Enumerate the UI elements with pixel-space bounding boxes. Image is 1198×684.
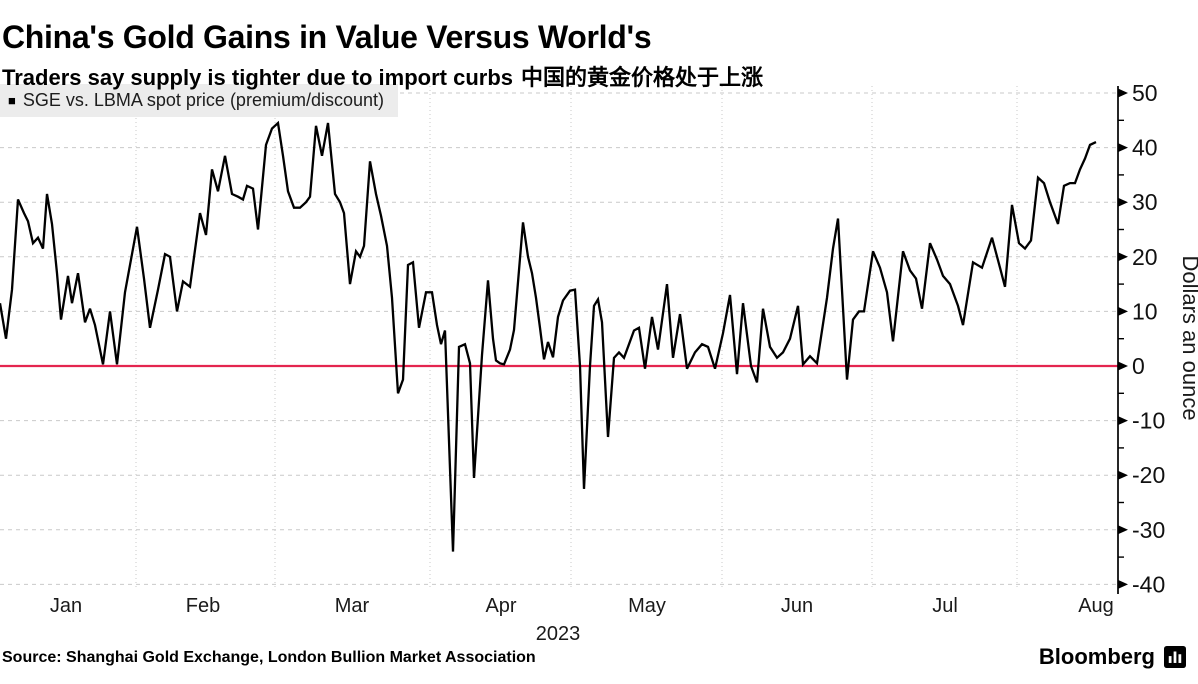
x-tick-label: Jan [50,595,82,617]
x-tick-label: Aug [1078,595,1114,617]
x-tick-label: Jun [781,595,813,617]
x-tick-label: May [628,595,666,617]
y-tick-arrow [1118,197,1128,207]
series-sge-lbma-premium [0,120,1097,552]
y-tick-arrow [1118,416,1128,426]
page-title: China's Gold Gains in Value Versus World… [2,19,652,56]
y-tick-label: -20 [1132,462,1165,488]
bloomberg-chart-icon [1164,646,1186,668]
legend-swatch-icon: ■ [8,93,16,108]
y-tick-label: 30 [1132,189,1158,215]
x-tick-label: Jul [932,595,958,617]
y-tick-label: 20 [1132,244,1158,270]
y-tick-arrow [1118,579,1128,589]
y-tick-arrow [1118,306,1128,316]
legend-label: SGE vs. LBMA spot price (premium/discoun… [22,90,384,110]
y-tick-label: 10 [1132,298,1158,324]
y-tick-label: 40 [1132,135,1158,161]
page-subtitle: Traders say supply is tighter due to imp… [2,60,763,92]
y-tick-arrow [1118,143,1128,153]
y-tick-arrow [1118,88,1128,98]
subtitle-english: Traders say supply is tighter due to imp… [2,65,514,91]
y-tick-arrow [1118,525,1128,535]
subtitle-chinese: 中国的黄金价格处于上涨 [521,65,764,91]
x-tick-label: Apr [485,595,516,617]
y-tick-label: 50 [1132,80,1158,106]
x-tick-label: Feb [186,595,220,617]
bloomberg-wordmark: Bloomberg [1038,644,1155,669]
y-tick-arrow [1118,252,1128,262]
source-note: Source: Shanghai Gold Exchange, London B… [2,649,536,666]
x-axis-year-label: 2023 [536,623,581,645]
y-tick-label: -30 [1132,517,1165,543]
y-tick-label: 0 [1132,353,1145,379]
bloomberg-logo: Bloomberg [1039,644,1186,670]
y-tick-label: -40 [1132,571,1165,597]
legend: ■ SGE vs. LBMA spot price (premium/disco… [0,84,398,117]
x-tick-label: Mar [335,595,370,617]
y-axis-title: Dollars an ounce [1178,255,1198,420]
y-tick-label: -10 [1132,408,1165,434]
y-tick-arrow [1118,470,1128,480]
y-tick-arrow [1118,361,1128,371]
